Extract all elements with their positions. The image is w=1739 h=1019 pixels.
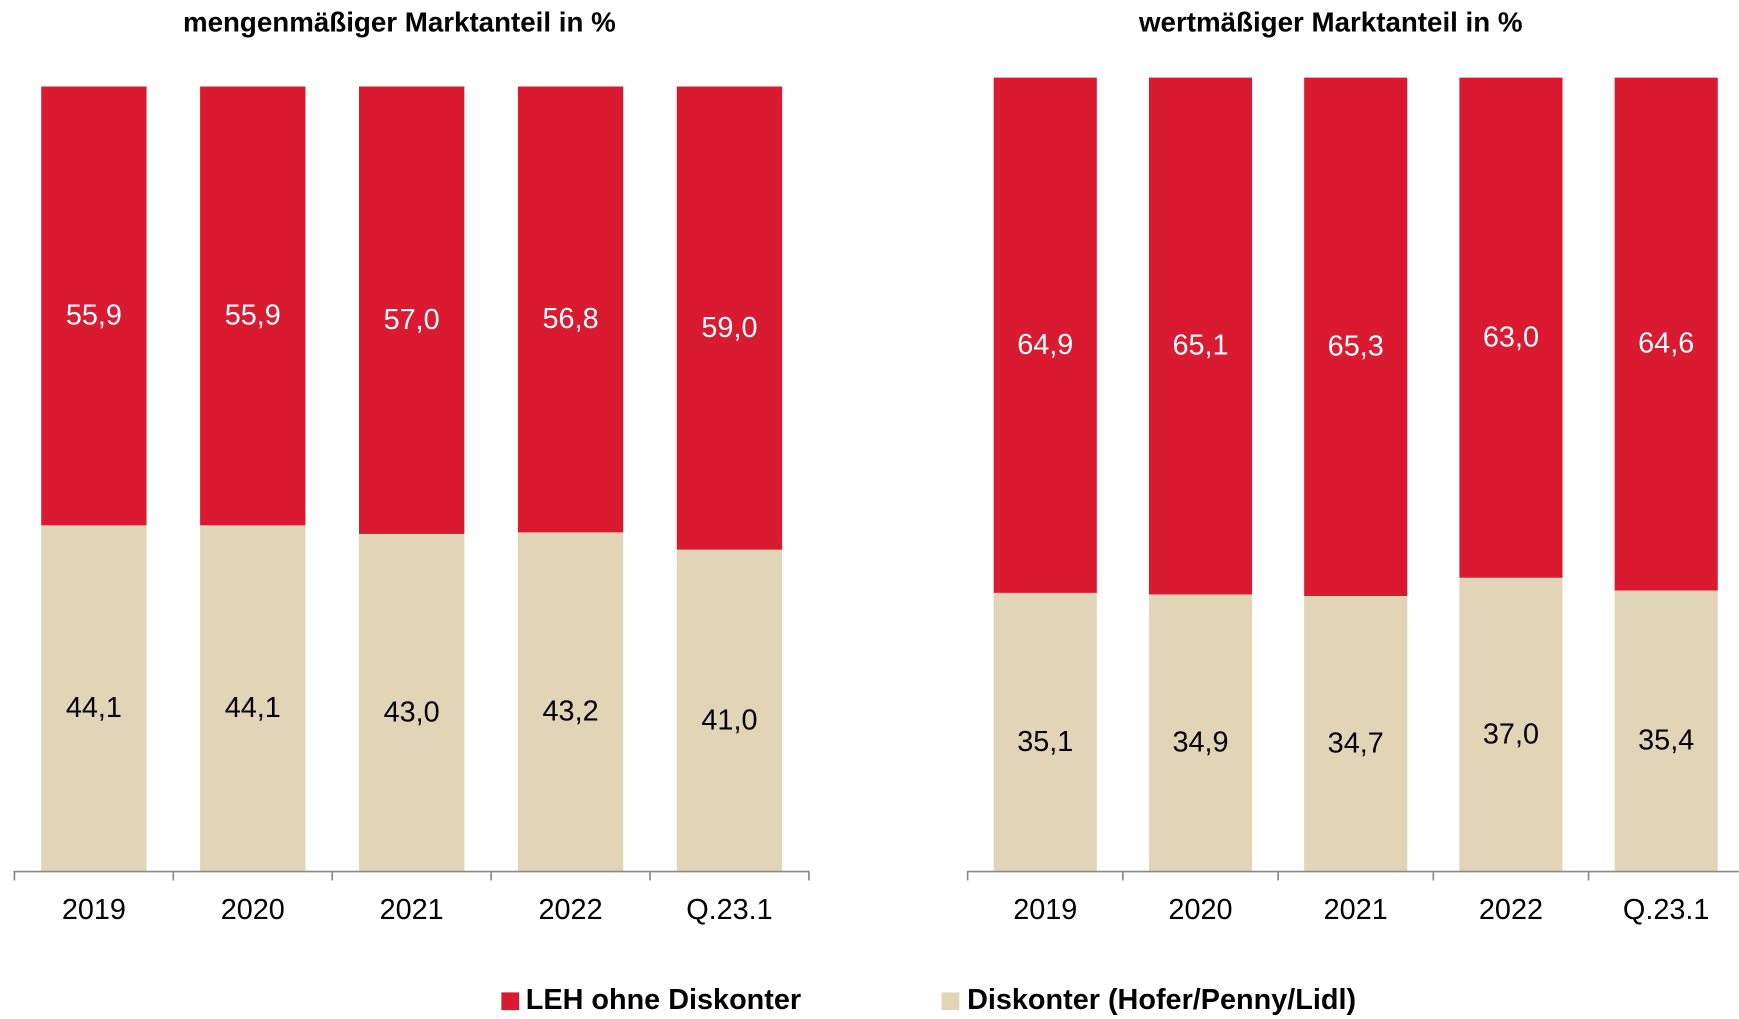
chart-title: mengenmäßiger Marktanteil in %	[183, 7, 616, 38]
bar-segment	[1148, 77, 1253, 595]
bar-segment	[1148, 594, 1253, 872]
bar-segment	[1304, 77, 1408, 597]
legend-swatch	[501, 992, 520, 1011]
bar-segment	[676, 549, 783, 872]
bar-segment	[359, 533, 465, 872]
data-label: 34,7	[1328, 727, 1384, 759]
data-label: 55,9	[66, 300, 122, 332]
bar-segment	[1459, 577, 1563, 872]
bar-segment	[359, 86, 465, 534]
data-label: 57,0	[384, 304, 440, 336]
data-label: 65,1	[1172, 330, 1228, 362]
data-label: 64,6	[1638, 328, 1694, 360]
bar-segment	[41, 525, 147, 872]
x-tick-label: 2022	[539, 894, 603, 926]
data-label: 65,3	[1328, 331, 1384, 363]
legend-swatch	[941, 992, 960, 1011]
x-tick-label: 2021	[380, 894, 444, 926]
bar-segment	[517, 532, 624, 872]
data-label: 63,0	[1483, 321, 1539, 353]
x-tick-label: Q.23.1	[686, 894, 773, 926]
bar-segment	[993, 592, 1097, 872]
data-label: 43,2	[543, 696, 599, 728]
x-tick-label: 2020	[1168, 894, 1232, 926]
bar-segment	[993, 77, 1097, 593]
data-label: 34,9	[1172, 727, 1228, 759]
data-label: 55,9	[225, 300, 281, 332]
chart-title: wertmäßiger Marktanteil in %	[1138, 7, 1523, 38]
x-tick-label: 2019	[1013, 894, 1077, 926]
data-label: 64,9	[1017, 329, 1073, 361]
bar-segment	[200, 525, 306, 872]
bar-segment	[1614, 590, 1718, 872]
data-label: 35,4	[1638, 725, 1694, 757]
bar-segment	[1459, 77, 1563, 578]
x-tick-label: Q.23.1	[1623, 894, 1709, 926]
data-label: 35,1	[1017, 726, 1073, 758]
legend-label: Diskonter (Hofer/Penny/Lidl)	[967, 984, 1356, 1016]
bar-segment	[41, 86, 147, 526]
data-label: 59,0	[701, 312, 757, 344]
bar-segment	[517, 86, 624, 533]
x-tick-label: 2020	[221, 894, 285, 926]
data-label: 41,0	[701, 704, 757, 736]
x-tick-label: 2019	[62, 894, 126, 926]
bar-segment	[200, 86, 306, 526]
data-label: 43,0	[384, 696, 440, 728]
data-label: 56,8	[543, 303, 599, 335]
bar-segment	[676, 86, 783, 550]
x-tick-label: 2021	[1324, 894, 1388, 926]
data-label: 44,1	[225, 692, 281, 724]
data-label: 37,0	[1483, 718, 1539, 750]
bar-segment	[1614, 77, 1718, 591]
bar-segment	[1304, 596, 1408, 872]
data-label: 44,1	[66, 692, 122, 724]
x-tick-label: 2022	[1479, 894, 1543, 926]
legend-label: LEH ohne Diskonter	[526, 984, 801, 1016]
